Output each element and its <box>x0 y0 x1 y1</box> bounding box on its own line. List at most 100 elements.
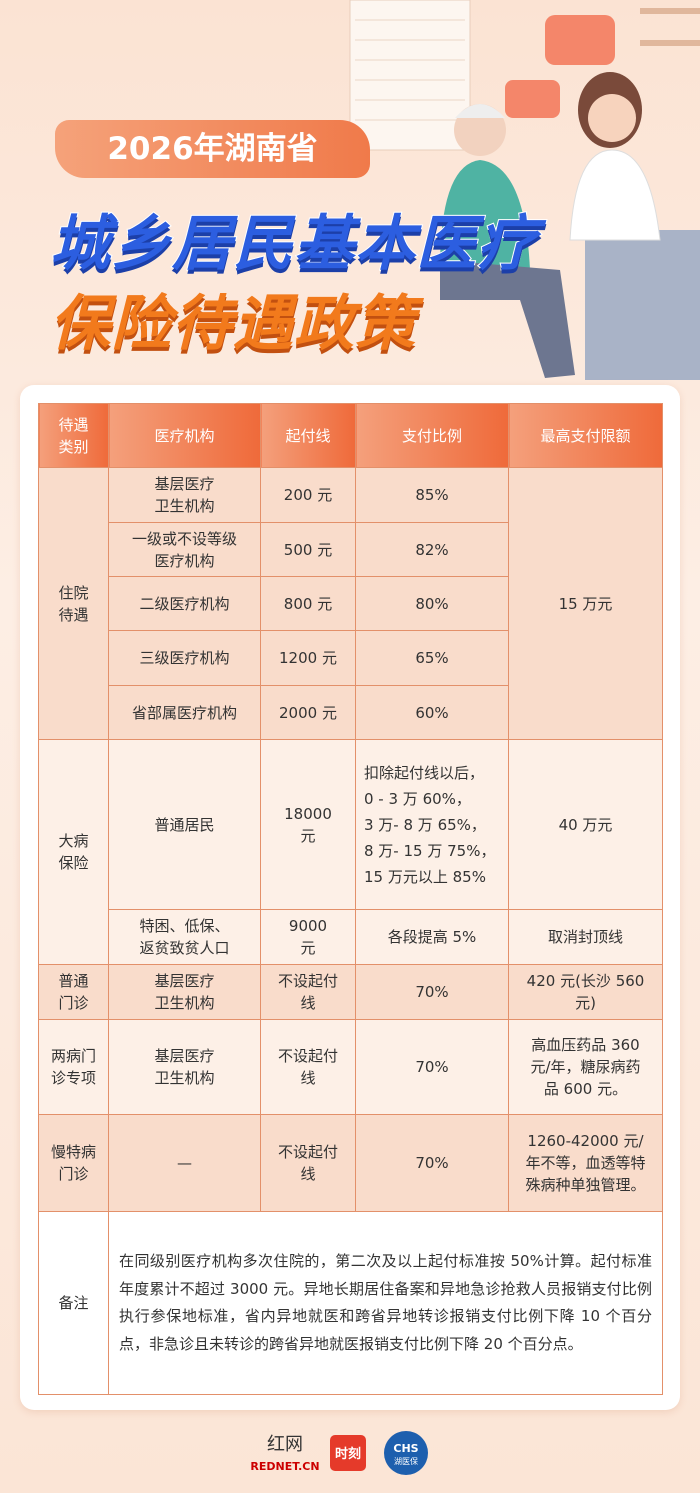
logo-text: 红网 <box>267 1434 303 1455</box>
cell-line: 500 元 <box>283 540 333 559</box>
threshold-cell: 200 元 <box>260 467 356 523</box>
category-cell: 慢特病 门诊 <box>38 1114 109 1212</box>
cell-line: 慢特病 <box>50 1143 96 1161</box>
max-cell: 1260-42000 元/年不等，血透等特 殊病种单独管理。 <box>508 1114 663 1212</box>
cell-line: 9000 <box>288 917 328 935</box>
max-cell: 420 元(长沙 560 元) <box>508 964 663 1020</box>
cell-line: 三级医疗机构 <box>139 649 230 667</box>
ratio-cell: 85% <box>355 467 509 523</box>
institution-cell: 三级医疗机构 <box>108 630 261 686</box>
header-cell: 起付线 <box>260 403 356 468</box>
max-cell: 高血压药品 360 元/年，糖尿病药品 600 元。 <box>508 1019 663 1115</box>
cell-line: 线 <box>300 1069 316 1087</box>
category-cell: 两病门 诊专项 <box>38 1019 109 1115</box>
max-cell: 40 万元 <box>508 739 663 910</box>
table-row: 住院 待遇 基层医疗 卫生机构 200 元 85% 15 万元 <box>38 467 663 740</box>
threshold-cell: 800 元 <box>260 576 356 631</box>
cell-line: 普通 <box>58 972 89 990</box>
shelf <box>640 40 700 46</box>
blinds <box>355 19 465 121</box>
cell-line: 门诊 <box>58 994 89 1012</box>
cell-line: 卫生机构 <box>154 497 215 515</box>
cell-line: 高血压药品 360 <box>531 1036 640 1054</box>
cell-line: 基层医疗 <box>154 475 215 493</box>
cell-line: — <box>177 1154 192 1172</box>
cell-line: 最高支付限额 <box>540 426 631 445</box>
title-line: 保险待遇政策 <box>50 289 416 359</box>
note-text: 在同级别医疗机构多次住院的，第二次及以上起付标准按 50%计算。起付标准年度累计… <box>108 1211 663 1395</box>
threshold-cell: 不设起付线 <box>260 964 356 1020</box>
table-row: 三级医疗机构 1200 元 65% <box>39 630 663 686</box>
cell-line: 二级医疗机构 <box>139 594 230 613</box>
institution-cell: 特困、低保、 返贫致贫人口 <box>108 909 261 965</box>
year-label: 2026年湖南省 <box>55 120 370 178</box>
cell-line: 15 万元 <box>558 594 613 613</box>
logo-text: REDNET.CN <box>250 1460 319 1473</box>
cell-line: 特困、低保、 <box>139 917 230 935</box>
threshold-cell: 500 元 <box>260 522 356 577</box>
table-row: 二级医疗机构 800 元 80% <box>39 576 663 631</box>
cell-line: 大病 <box>58 832 89 850</box>
threshold-cell: 2000 元 <box>260 685 356 740</box>
cell-line: 支付比例 <box>401 426 462 445</box>
cell-line: 基层医疗 <box>154 1047 215 1065</box>
threshold-cell: 不设起付线 <box>260 1019 356 1115</box>
cell-line: 65% <box>415 649 449 667</box>
cell-line: 住院 <box>58 583 89 602</box>
institution-cell: 一级或不设等级 医疗机构 <box>108 522 261 577</box>
note-label: 备注 <box>38 1211 109 1395</box>
ratio-cell: 各段提高 5% <box>355 909 509 965</box>
ratio-cell: 65% <box>355 630 509 686</box>
cell-line: 1200 元 <box>279 649 337 667</box>
desk <box>585 230 700 380</box>
institution-cell: 二级医疗机构 <box>108 576 261 631</box>
cell-line: 线 <box>300 994 316 1012</box>
cell-line: 卫生机构 <box>154 994 215 1012</box>
cell-line: 420 元(长沙 560 <box>526 972 645 990</box>
category-cell: 大病 保险 <box>38 739 109 965</box>
cell-line: 不设起付 <box>277 1143 338 1161</box>
logo <box>330 1435 366 1471</box>
cell-line: 元 <box>300 826 316 845</box>
table-row: 大病 保险 普通居民 18000 元 扣除起付线以后， 0 - 3 万 60%， 3 万- 8… <box>38 739 663 965</box>
threshold-cell: 不设起付线 <box>260 1114 356 1212</box>
cell-line: 15 万元以上 85% <box>364 867 486 886</box>
cell-line: 省部属医疗机构 <box>131 703 237 722</box>
cell-line: 门诊 <box>58 1165 89 1183</box>
cell-line: 扣除起付线以后， <box>364 763 485 782</box>
category-cell: 普通 门诊 <box>38 964 109 1020</box>
cell-line: 医疗机构 <box>154 426 215 445</box>
table-row: 慢特病门诊 — 不设起付线 70% 1260-42000 元/年不等，血透等特 殊病种单独… <box>38 1114 663 1212</box>
cell-line: 殊病种单独管理。 <box>525 1176 646 1194</box>
cell-line: 2000 元 <box>279 703 337 722</box>
logo <box>384 1431 428 1475</box>
ratio-cell: 70% <box>355 964 509 1020</box>
cell-line: 70% <box>415 1058 449 1076</box>
cell-line: 不设起付 <box>277 972 338 990</box>
cell-line: 年不等，血透等特 <box>525 1154 646 1172</box>
cell-line: 两病门 <box>50 1047 96 1065</box>
max-cell: 取消封顶线 <box>508 909 663 965</box>
cell-line: 18000 <box>284 804 332 823</box>
cell-line: 3 万- 8 万 65%， <box>364 815 486 834</box>
logo-text: 湖医保 <box>394 1456 418 1466</box>
category-cell: 住院 待遇 <box>38 467 109 740</box>
cell-line: 一级或不设等级 <box>131 529 237 548</box>
cell-line: 70% <box>415 983 449 1001</box>
cell-line: 82% <box>415 540 449 559</box>
ratio-cell: 60% <box>355 685 509 740</box>
cell-line: 卫生机构 <box>154 1069 215 1087</box>
institution-cell: 基层医疗 卫生机构 <box>108 964 261 1020</box>
cell-line: 元/年，糖尿病药 <box>530 1058 641 1076</box>
doctor-coat <box>569 149 661 241</box>
bubble <box>505 80 560 118</box>
cell-line: 各段提高 5% <box>387 928 477 946</box>
cell-line: 元) <box>575 994 596 1012</box>
header-cell: 支付比例 <box>355 403 509 468</box>
institution-cell: 基层医疗 卫生机构 <box>108 467 261 523</box>
note-row: 备注 在同级别医疗机构多次住院的，第二次及以上起付标准按 50%计算。起付标准年度… <box>38 1211 663 1395</box>
cell-line: 200 元 <box>283 486 333 504</box>
cell-line: 70% <box>415 1154 449 1172</box>
illustration <box>349 0 700 380</box>
